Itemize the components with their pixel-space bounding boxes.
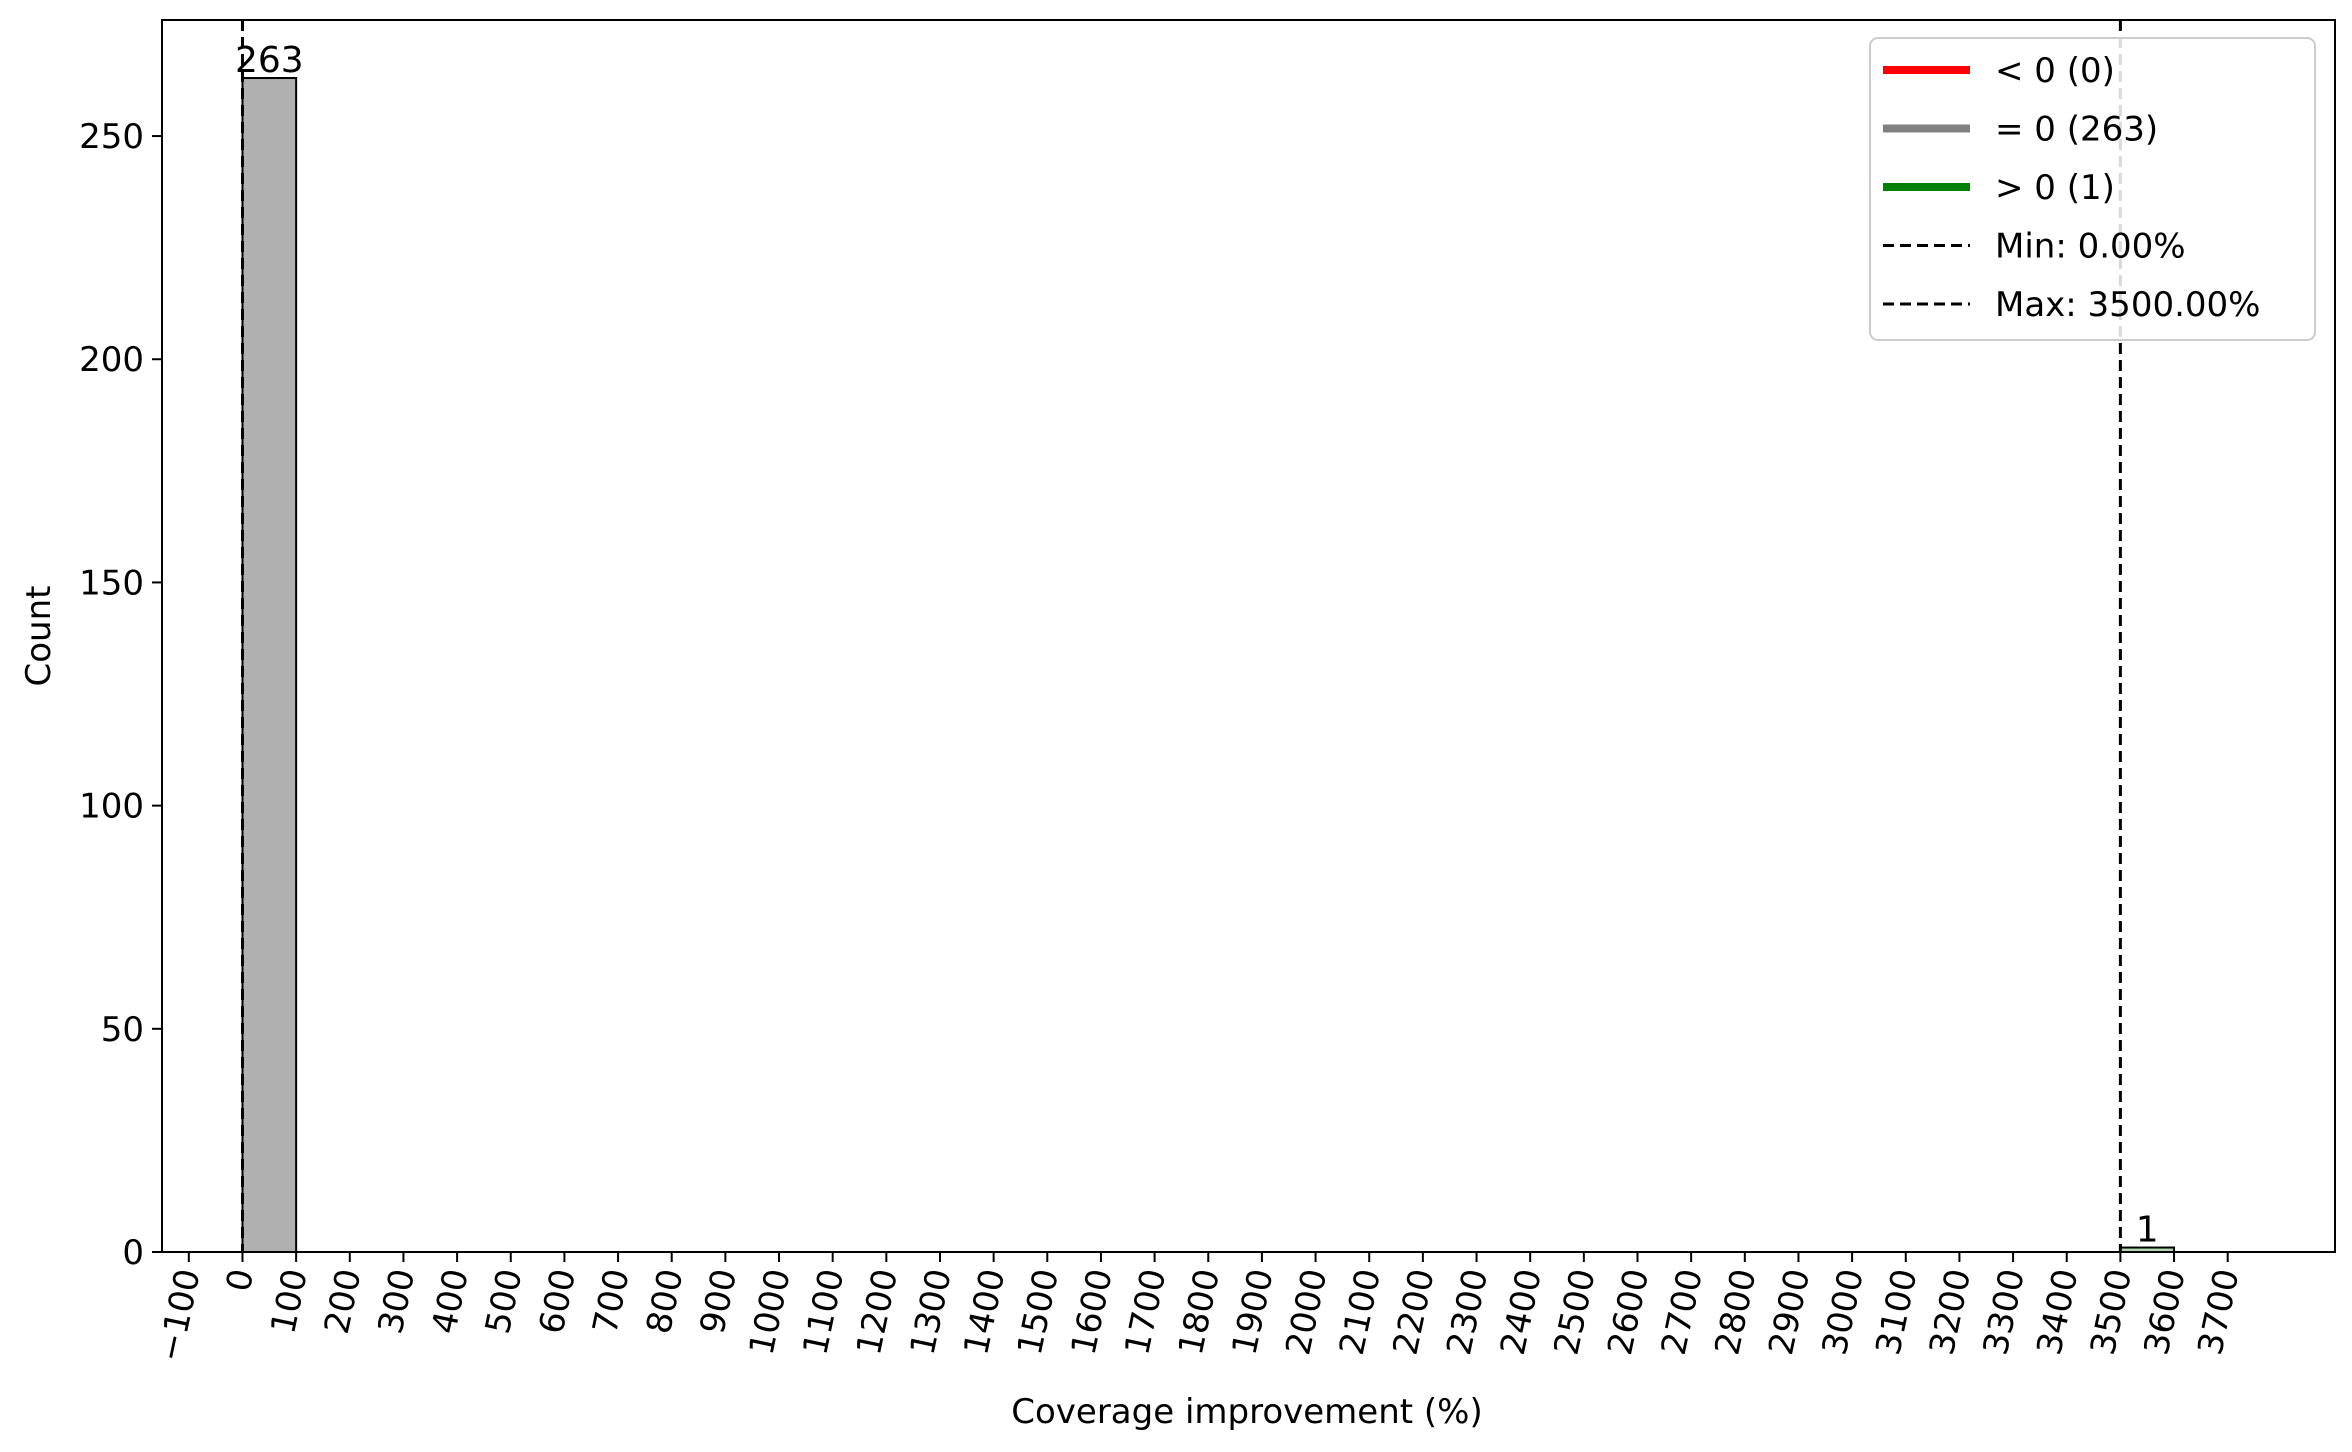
legend-label: = 0 (263) bbox=[1995, 110, 2158, 150]
y-axis-label: Count bbox=[19, 586, 59, 687]
plot-frame bbox=[161, 19, 2336, 1253]
y-tick-label: 0 bbox=[122, 1233, 144, 1273]
histogram-bar bbox=[241, 77, 298, 1254]
legend-label: Max: 3500.00% bbox=[1995, 285, 2260, 325]
legend-label: Min: 0.00% bbox=[1995, 227, 2186, 267]
legend-label: > 0 (1) bbox=[1995, 168, 2115, 208]
bar-labels-layer: 263 1 bbox=[235, 40, 2159, 1251]
y-tick-label: 100 bbox=[79, 787, 144, 827]
y-tick-label: 200 bbox=[79, 340, 144, 380]
legend-label: < 0 (0) bbox=[1995, 51, 2115, 91]
bar-value-label: 263 bbox=[235, 40, 304, 81]
legend-entries: < 0 (0) = 0 (263) > 0 (1) Min: 0.00% Max: 35… bbox=[1883, 51, 2260, 325]
y-tick-label: 250 bbox=[79, 117, 144, 157]
y-tick-label: 150 bbox=[79, 563, 144, 603]
x-axis-label: Coverage improvement (%) bbox=[1011, 1392, 1482, 1432]
bar-value-label: 1 bbox=[2136, 1210, 2159, 1251]
y-tick-label: 50 bbox=[101, 1010, 144, 1050]
legend: < 0 (0) = 0 (263) > 0 (1) Min: 0.00% Max: 35… bbox=[1869, 37, 2316, 341]
y-axis-ticks: 0 50 100 150 200 250 bbox=[79, 117, 162, 1273]
legend-frame bbox=[1869, 37, 2316, 341]
